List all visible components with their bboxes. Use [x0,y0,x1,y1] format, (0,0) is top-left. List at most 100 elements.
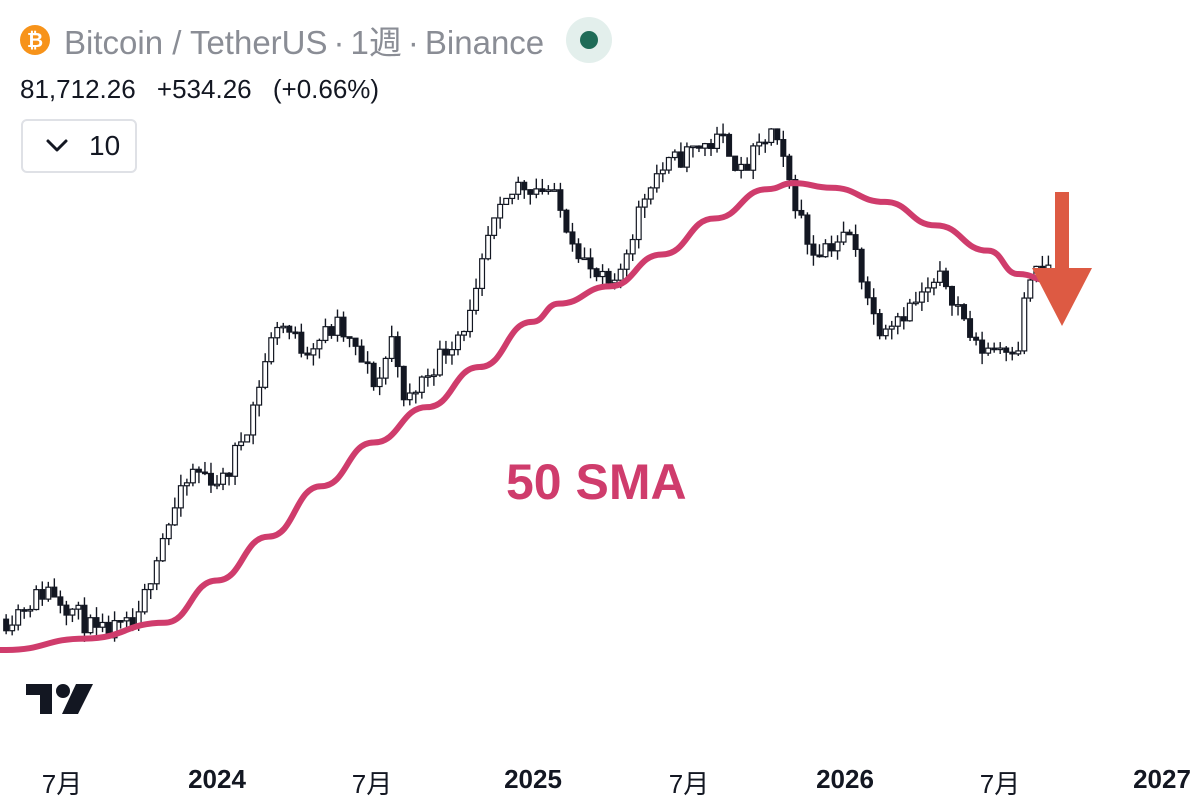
candle-up [75,604,82,610]
candle-down [207,472,214,486]
candle-down [967,318,974,338]
candle-up [310,348,317,356]
candle-down [1009,351,1016,355]
candle-down [870,297,877,315]
x-tick-year: 2027 [1133,764,1191,794]
candle-down [942,270,949,288]
market-status-indicator[interactable] [566,17,613,63]
candle-down [195,468,202,473]
candle-up [334,316,341,336]
candle-up [244,434,251,443]
candle-up [629,238,636,255]
candle-up [27,608,34,612]
candlestick-series [3,123,1052,642]
candle-up [750,145,757,171]
candle-down [846,231,853,236]
candle-up [503,197,510,206]
candle-up [87,617,94,634]
candle-up [388,336,395,360]
candle-up [177,485,184,509]
indicator-count: 10 [89,130,121,161]
candle-up [611,279,618,284]
candle-down [804,214,811,245]
candle-up [647,187,654,200]
candle-down [346,336,353,339]
candle-up [376,377,383,388]
candle-up [322,326,329,342]
candle-up [69,608,76,616]
candle-down [394,336,401,368]
candle-down [117,620,124,623]
candle-up [738,163,745,171]
candle-up [906,302,913,322]
candle-down [744,163,751,171]
candle-down [948,285,955,306]
last-price: 81,712.26 [20,74,136,104]
candle-down [786,155,793,181]
candle-down [521,181,528,191]
candle-down [900,316,907,322]
candle-up [147,583,154,591]
x-tick-month: 7月 [979,769,1021,799]
candle-up [714,133,721,149]
candle-down [81,604,88,634]
candle-down [973,336,980,341]
candle-up [623,253,630,270]
candle-down [810,243,817,256]
sma-annotation: 50 SMA [506,454,687,510]
x-tick-year: 2026 [816,764,874,794]
quote-line: 81,712.26 +534.26 (+0.66%) [20,74,379,105]
candle-up [220,472,227,485]
candle-down [762,141,769,145]
candle-up [533,188,540,195]
candle-down [358,345,365,363]
candle-up [153,560,160,585]
candle-down [798,209,805,216]
candle-up [183,482,190,487]
candle-down [1003,347,1010,353]
candle-up [9,624,16,632]
candle-down [364,361,371,365]
x-tick-year: 2025 [504,764,562,794]
candle-up [635,206,642,241]
candle-up [262,361,269,388]
candle-up [888,325,895,330]
candle-up [214,483,221,487]
candle-down [340,316,347,338]
candle-up [665,156,672,171]
candle-down [39,589,46,600]
candle-up [485,234,492,260]
interval-label: 1週 [350,24,402,61]
x-tick-month: 7月 [351,769,393,799]
candle-up [268,337,275,363]
candle-up [473,287,480,312]
x-tick-year: 2024 [188,764,246,794]
candle-up [497,203,504,219]
candle-up [1021,297,1028,352]
candle-down [695,145,702,149]
candle-up [412,391,419,395]
candle-up [189,468,196,484]
candle-up [515,181,522,195]
candle-down [3,618,10,632]
candle-up [936,270,943,283]
candle-up [997,347,1004,351]
symbol-title[interactable]: Bitcoin / TetherUS · 1週 · Binance [64,16,544,64]
candle-up [382,357,389,379]
candle-up [274,326,281,339]
sma-line [0,180,1052,653]
candle-up [232,444,239,477]
candle-down [51,586,58,598]
candle-up [822,243,829,258]
candle-down [539,188,546,193]
title-separator: · [407,24,419,61]
candle-down [792,179,799,212]
candle-up [15,609,22,626]
candle-up [1015,350,1022,355]
candle-up [653,173,660,189]
indicators-collapse-button[interactable]: 10 [21,119,137,173]
candle-down [400,365,407,401]
candle-up [683,146,690,168]
candle-up [436,348,443,376]
